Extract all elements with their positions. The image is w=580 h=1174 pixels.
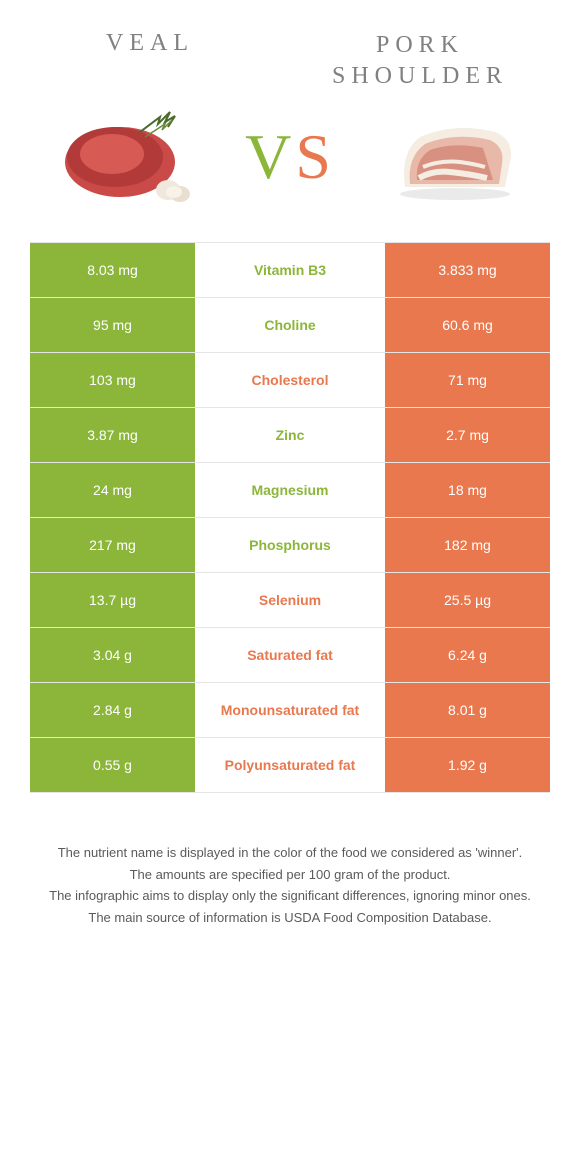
table-row: 103 mgCholesterol71 mg — [30, 353, 550, 408]
table-row: 0.55 gPolyunsaturated fat1.92 g — [30, 738, 550, 793]
footer-line: The amounts are specified per 100 gram o… — [30, 865, 550, 885]
footer-line: The infographic aims to display only the… — [30, 886, 550, 906]
value-left: 103 mg — [30, 353, 195, 407]
value-left: 217 mg — [30, 518, 195, 572]
value-left: 13.7 µg — [30, 573, 195, 627]
table-row: 95 mgCholine60.6 mg — [30, 298, 550, 353]
nutrient-label: Selenium — [195, 573, 385, 627]
nutrient-label: Monounsaturated fat — [195, 683, 385, 737]
food-right-title: PORK SHOULDER — [300, 30, 540, 92]
value-right: 8.01 g — [385, 683, 550, 737]
value-left: 3.87 mg — [30, 408, 195, 462]
value-right: 25.5 µg — [385, 573, 550, 627]
nutrient-label: Magnesium — [195, 463, 385, 517]
titles-row: VEAL PORK SHOULDER — [0, 0, 580, 102]
value-right: 18 mg — [385, 463, 550, 517]
value-right: 182 mg — [385, 518, 550, 572]
food-left-image — [50, 102, 205, 212]
nutrient-label: Saturated fat — [195, 628, 385, 682]
value-right: 71 mg — [385, 353, 550, 407]
value-right: 60.6 mg — [385, 298, 550, 352]
table-row: 2.84 gMonounsaturated fat8.01 g — [30, 683, 550, 738]
comparison-table: 8.03 mgVitamin B33.833 mg95 mgCholine60.… — [0, 242, 580, 793]
table-row: 13.7 µgSelenium25.5 µg — [30, 573, 550, 628]
vs-s: S — [295, 121, 335, 192]
table-row: 217 mgPhosphorus182 mg — [30, 518, 550, 573]
hero-row: VS — [0, 102, 580, 242]
footer-notes: The nutrient name is displayed in the co… — [0, 793, 580, 927]
vs-v: V — [245, 121, 295, 192]
value-right: 1.92 g — [385, 738, 550, 792]
nutrient-label: Vitamin B3 — [195, 243, 385, 297]
table-row: 8.03 mgVitamin B33.833 mg — [30, 242, 550, 298]
nutrient-label: Polyunsaturated fat — [195, 738, 385, 792]
nutrient-label: Phosphorus — [195, 518, 385, 572]
value-left: 95 mg — [30, 298, 195, 352]
value-right: 3.833 mg — [385, 243, 550, 297]
table-row: 3.87 mgZinc2.7 mg — [30, 408, 550, 463]
footer-line: The main source of information is USDA F… — [30, 908, 550, 928]
value-left: 3.04 g — [30, 628, 195, 682]
value-left: 24 mg — [30, 463, 195, 517]
nutrient-label: Choline — [195, 298, 385, 352]
value-right: 6.24 g — [385, 628, 550, 682]
table-row: 3.04 gSaturated fat6.24 g — [30, 628, 550, 683]
value-left: 2.84 g — [30, 683, 195, 737]
food-right-image — [375, 102, 530, 212]
nutrient-label: Zinc — [195, 408, 385, 462]
nutrient-label: Cholesterol — [195, 353, 385, 407]
value-left: 0.55 g — [30, 738, 195, 792]
footer-line: The nutrient name is displayed in the co… — [30, 843, 550, 863]
value-left: 8.03 mg — [30, 243, 195, 297]
vs-label: VS — [245, 120, 335, 194]
table-row: 24 mgMagnesium18 mg — [30, 463, 550, 518]
food-left-title: VEAL — [40, 30, 260, 92]
value-right: 2.7 mg — [385, 408, 550, 462]
